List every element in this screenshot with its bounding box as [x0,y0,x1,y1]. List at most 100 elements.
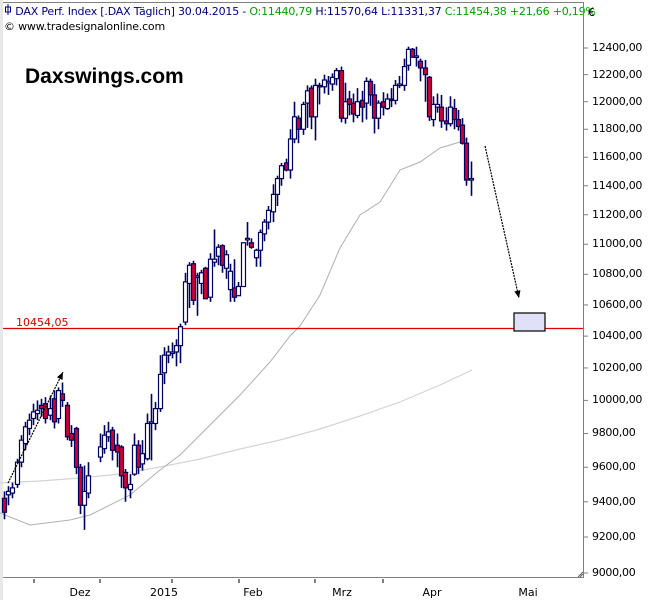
watermark-text: Daxswings.com [25,65,184,88]
candle-body [346,98,353,106]
open-value: O:11440,79 [249,5,313,18]
candle-body [316,84,323,88]
x-tick-label: 2015 [150,586,178,599]
candle-body [325,80,332,84]
candle-body [235,285,242,297]
candle-body [287,138,294,171]
candle-body [463,142,470,181]
currency-symbol: € [588,6,595,19]
candle-body [329,76,336,85]
candle-body [97,446,104,458]
candle-body [283,162,290,171]
candle-body [85,475,92,494]
candle-body [144,422,151,460]
chart-header: DAX Perf. Index [.DAX Täglich] 30.04.201… [4,4,596,18]
candle-body [409,48,416,58]
candlestick-icon [4,4,12,18]
candle-body [68,432,75,441]
candle-body [215,246,222,257]
close-change-value: C:11454,38 +21,66 +0,19% [444,5,596,18]
y-tick-label: 9400,00 [592,494,636,508]
candle-body [371,94,378,119]
candle-body [109,429,116,451]
candle-body [135,444,142,468]
candle-body [22,426,29,445]
candle-body [342,101,349,119]
candle-body [253,249,260,259]
reference-line-label: 10454,05 [16,316,69,329]
y-tick-label: 11600,00 [592,150,643,164]
candle-body [430,103,437,121]
candle-body [202,267,209,300]
candle-body [42,403,49,420]
candle-body [101,434,108,450]
moving-average-50 [0,138,469,526]
candle-body [295,117,302,130]
candle-body [291,116,298,140]
y-tick-label: 10600,00 [592,297,643,311]
target-zone-box [513,312,546,332]
candle-body [73,427,80,468]
y-tick-label: 11400,00 [592,178,643,192]
candle-body [161,354,168,374]
instrument-label: DAX Perf. Index [.DAX Täglich] 30.04.201… [15,5,247,18]
candle-body [354,101,361,117]
y-tick-label: 11200,00 [592,207,643,221]
candle-body [1,497,8,513]
left-border [0,0,3,600]
candle-body [443,120,450,125]
y-tick-label: 10000,00 [592,393,643,407]
candle-body [26,419,33,430]
candle-body [177,326,184,347]
candle-body [384,98,391,110]
y-tick-label: 12000,00 [592,94,643,108]
candle-body [392,84,399,101]
candle-body [367,80,374,96]
x-tick-label: Mrz [332,586,352,599]
copyright-text: © www.tradesignalonline.com [4,20,165,33]
candle-body [447,106,454,125]
candle-body [55,389,62,420]
y-tick-label: 9200,00 [592,529,636,543]
candle-body [413,55,420,59]
candle-body [139,453,146,465]
candle-body [244,237,251,241]
candle-body [207,258,214,298]
candle-body [438,106,445,122]
candle-body [157,373,164,410]
candle-body [265,209,272,223]
arrowhead-icon [514,290,521,298]
candle-body [169,351,176,355]
candle-body [405,48,412,66]
candle-body [270,193,277,213]
candle-body [211,258,218,263]
candle-body [152,408,159,425]
trend-arrow [484,145,520,299]
candle-body [257,231,264,251]
candle-body [182,281,189,323]
candle-body [231,287,238,298]
candle-body [173,345,180,353]
candle-body [455,118,462,128]
candle-body [219,245,226,266]
candle-body [388,98,395,102]
x-tick-label: Dez [69,586,91,599]
candle-body [380,101,387,108]
candle-body [312,84,319,118]
candle-body [338,70,345,119]
y-tick-label: 11000,00 [592,237,643,251]
candle-body [422,67,429,76]
candle-body [363,80,370,104]
candle-body [14,461,21,486]
candle-body [194,275,201,278]
x-tick-label: Feb [243,586,263,599]
y-tick-label: 11800,00 [592,122,643,136]
candle-body [81,490,88,506]
candle-body [300,103,307,130]
low-value: L:11331,37 [381,5,442,18]
trend-arrow [7,371,64,484]
y-tick-label: 10800,00 [592,267,643,281]
arrowhead-icon [56,372,63,380]
y-tick-label: 9800,00 [592,426,636,440]
